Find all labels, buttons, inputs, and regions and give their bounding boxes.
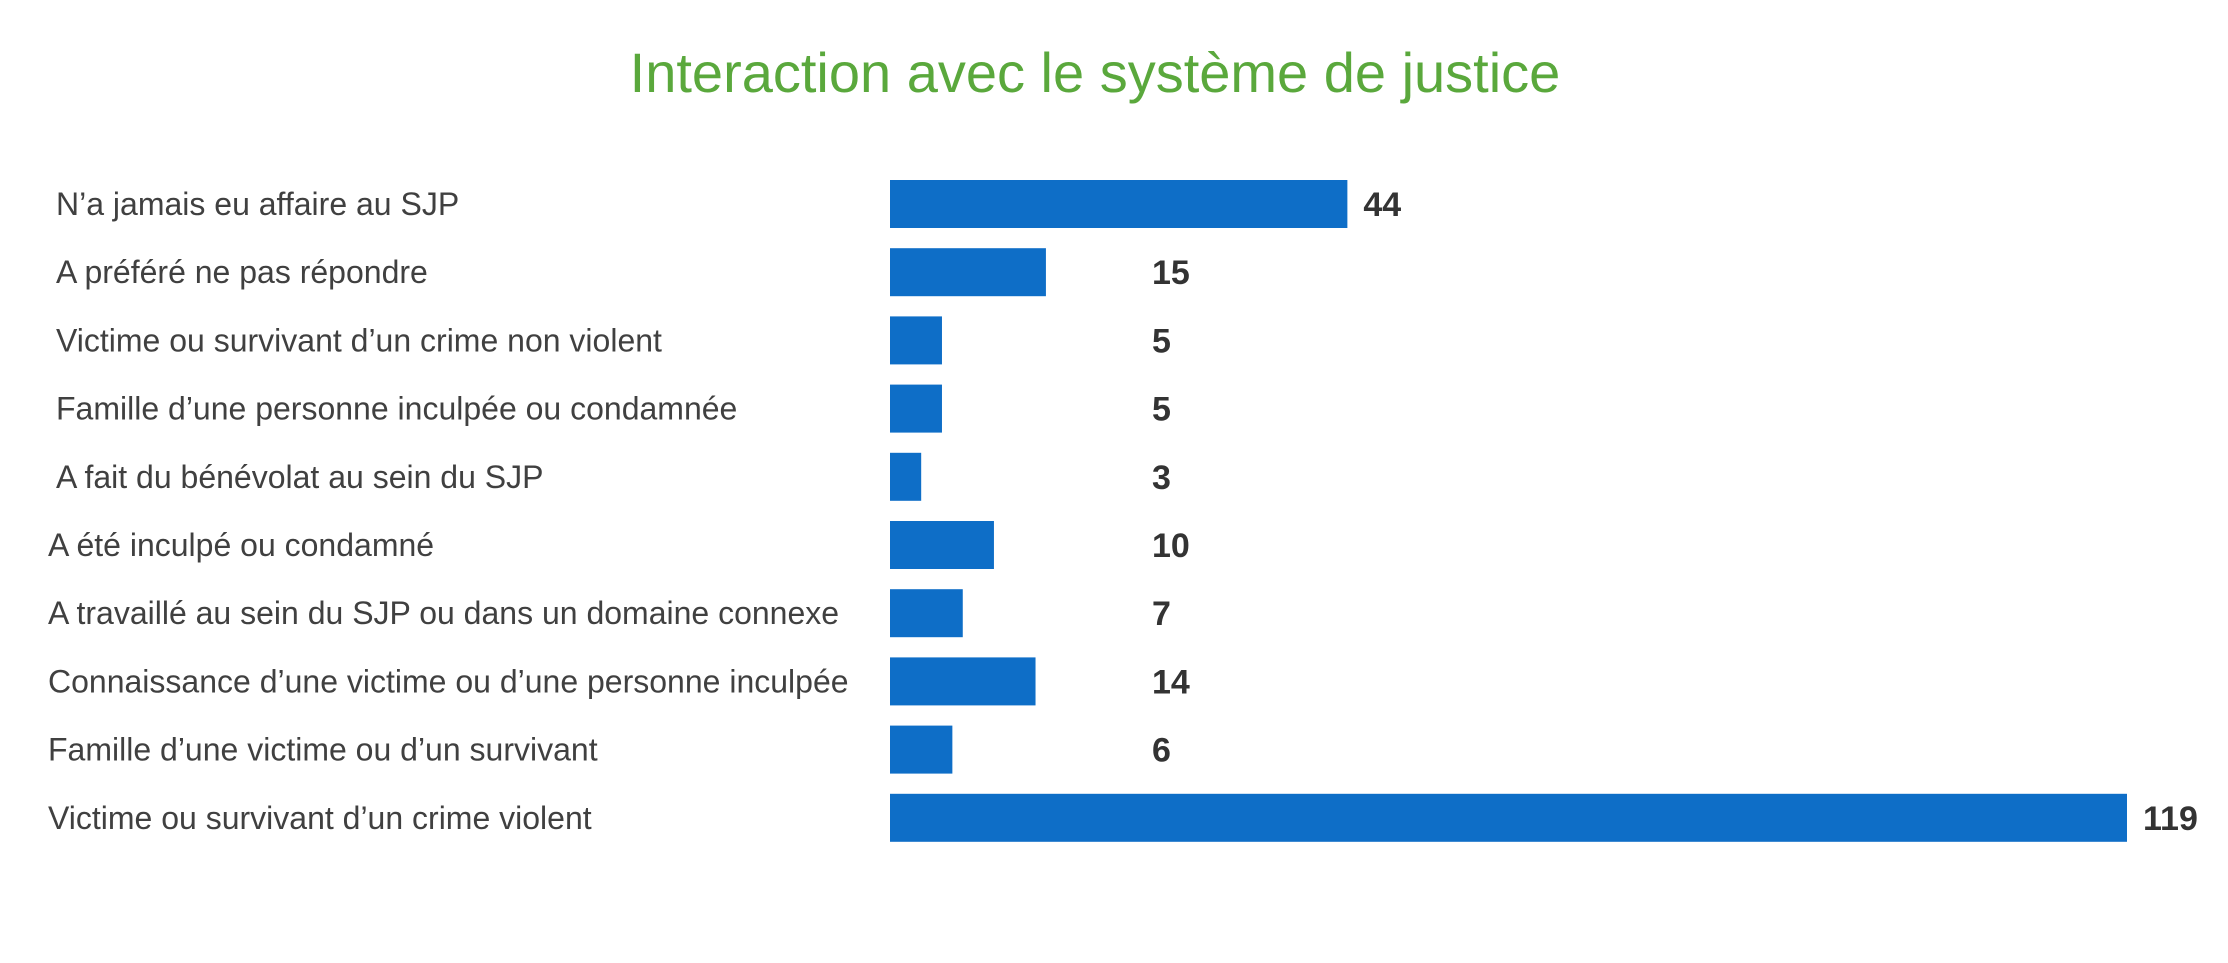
chart-title: Interaction avec le système de justice bbox=[629, 41, 1561, 104]
category-label: Famille d’une victime ou d’un survivant bbox=[48, 732, 598, 768]
value-label: 119 bbox=[2143, 800, 2198, 838]
value-labels: 44 15 5 5 3 10 7 14 6 119 bbox=[1152, 186, 2198, 838]
category-label: A préféré ne pas répondre bbox=[56, 254, 428, 290]
bar bbox=[890, 452, 922, 501]
value-label: 15 bbox=[1152, 254, 1190, 292]
value-label: 5 bbox=[1152, 322, 1171, 360]
value-label: 6 bbox=[1152, 732, 1171, 770]
category-label: Famille d’une personne inculpée ou conda… bbox=[56, 391, 737, 427]
category-label: Victime ou survivant d’un crime violent bbox=[48, 800, 592, 836]
bar bbox=[890, 180, 1348, 228]
bar bbox=[890, 248, 1046, 297]
category-label: A travaillé au sein du SJP ou dans un do… bbox=[48, 595, 839, 631]
bars bbox=[890, 180, 2127, 842]
bar bbox=[890, 589, 963, 638]
value-label: 5 bbox=[1152, 391, 1171, 429]
bar bbox=[890, 725, 953, 774]
category-label: A fait du bénévolat au sein du SJP bbox=[56, 459, 543, 495]
bar bbox=[890, 316, 942, 365]
value-label: 10 bbox=[1152, 527, 1190, 565]
category-label: A été inculpé ou condamné bbox=[48, 527, 434, 563]
bar bbox=[890, 793, 2127, 842]
value-label: 14 bbox=[1152, 663, 1190, 701]
value-label: 3 bbox=[1152, 459, 1171, 497]
category-labels: N’a jamais eu affaire au SJP A préféré ne… bbox=[48, 186, 849, 836]
bar bbox=[890, 657, 1036, 706]
value-label: 7 bbox=[1152, 595, 1171, 633]
category-label: N’a jamais eu affaire au SJP bbox=[56, 186, 459, 222]
bar bbox=[890, 521, 994, 569]
value-label: 44 bbox=[1363, 186, 1401, 224]
bar bbox=[890, 384, 942, 433]
category-label: Connaissance d’une victime ou d’une pers… bbox=[48, 663, 849, 699]
category-label: Victime ou survivant d’un crime non viol… bbox=[56, 322, 662, 358]
